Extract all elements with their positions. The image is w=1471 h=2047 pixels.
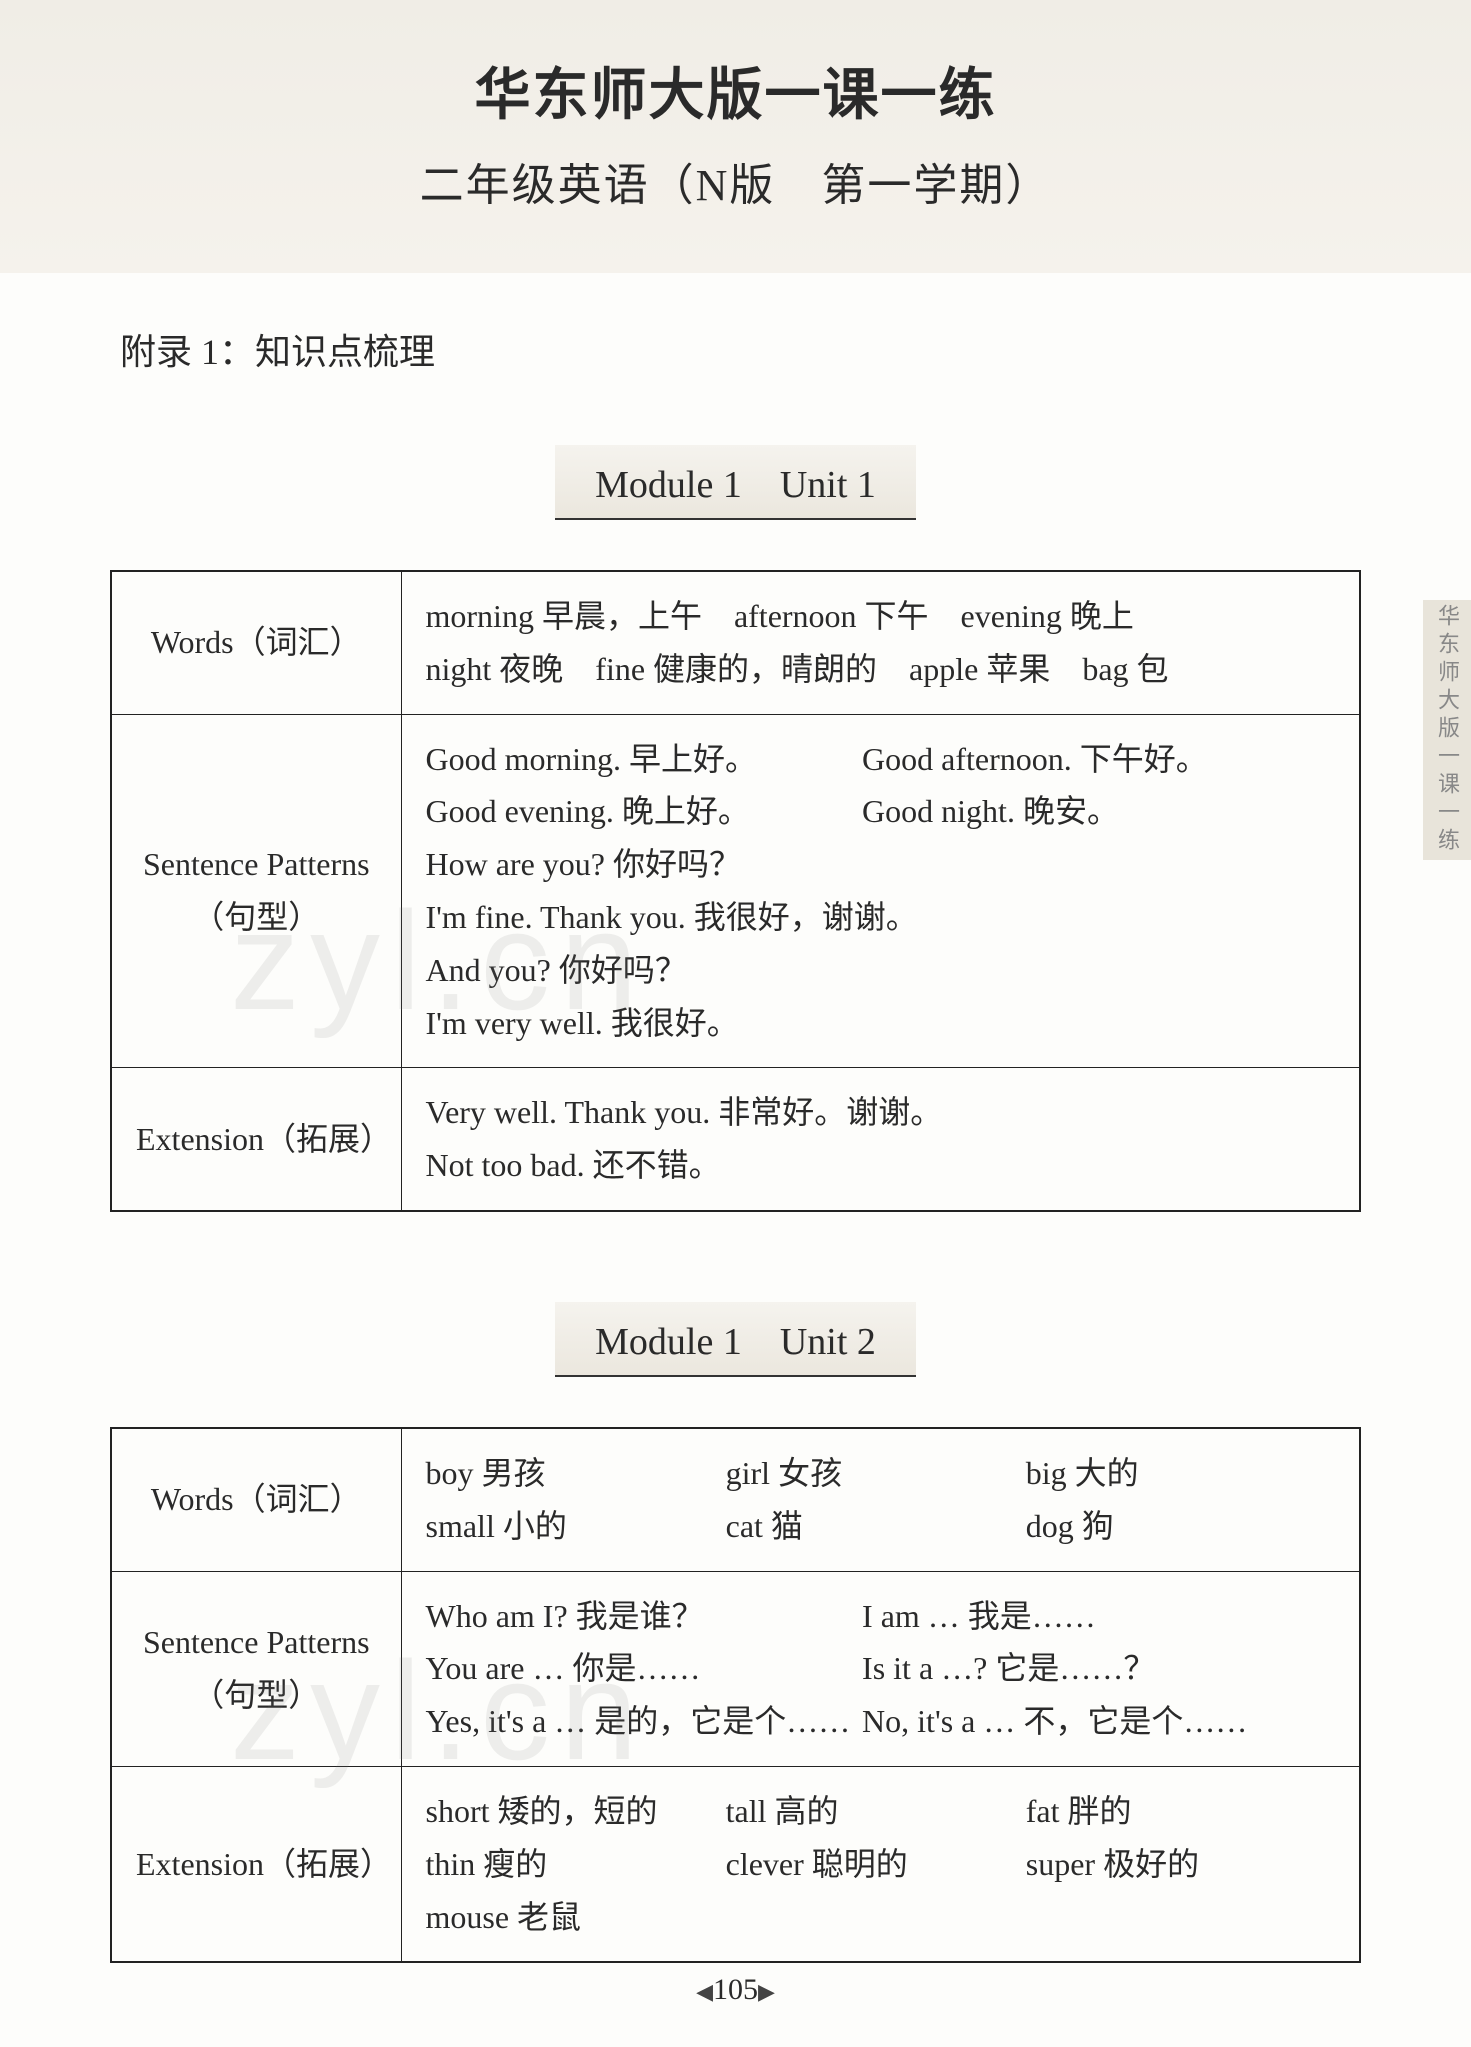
word-item: big 大的: [1026, 1447, 1326, 1500]
word-item: cat 猫: [726, 1500, 1026, 1553]
extension-header: Extension（拓展）: [111, 1766, 401, 1962]
table-row: Sentence Patterns （句型） Good morning. 早上好…: [111, 714, 1360, 1068]
table-row: Sentence Patterns （句型） Who am I? 我是谁？ I …: [111, 1571, 1360, 1766]
sentence-patterns-header: Sentence Patterns （句型）: [111, 714, 401, 1068]
module-1-unit-2-label: Module 1 Unit 2: [555, 1302, 916, 1377]
sentence-patterns-content: Good morning. 早上好。 Good afternoon. 下午好。 …: [401, 714, 1360, 1068]
ext-item: tall 高的: [726, 1785, 1026, 1838]
ext-item: short 矮的，短的: [426, 1785, 726, 1838]
extension-content: Very well. Thank you. 非常好。谢谢。 Not too ba…: [401, 1068, 1360, 1211]
ext-item: thin 瘦的: [426, 1838, 726, 1891]
table-row: Words（词汇） morning 早晨，上午 afternoon 下午 eve…: [111, 571, 1360, 714]
sub-title: 二年级英语（N版 第一学期）: [0, 149, 1471, 213]
header-band: 华东师大版一课一练 二年级英语（N版 第一学期）: [0, 0, 1471, 273]
page-footer: ◀105▶: [0, 1973, 1471, 2007]
sp-item: Who am I? 我是谁？: [426, 1590, 863, 1643]
word-item: dog 狗: [1026, 1500, 1326, 1553]
ext-row: short 矮的，短的 tall 高的 fat 胖的: [426, 1785, 1336, 1838]
module-1-unit-1-table: Words（词汇） morning 早晨，上午 afternoon 下午 eve…: [110, 570, 1361, 1212]
ext-item: fat 胖的: [1026, 1785, 1326, 1838]
words-line: morning 早晨，上午 afternoon 下午 evening 晚上: [426, 590, 1336, 643]
sp-item: Yes, it's a … 是的，它是个……: [426, 1695, 863, 1748]
words-header: Words（词汇）: [111, 571, 401, 714]
sp-header-line1: Sentence Patterns: [136, 1616, 377, 1669]
words-row: small 小的 cat 猫 dog 狗: [426, 1500, 1336, 1553]
triangle-left-icon: ◀: [696, 1979, 713, 2004]
sp-item: Good afternoon. 下午好。: [862, 733, 1299, 786]
words-header: Words（词汇）: [111, 1428, 401, 1571]
sp-item: Good night. 晚安。: [862, 785, 1299, 838]
sp-item: Is it a …? 它是……？: [862, 1642, 1299, 1695]
sentence-patterns-content: Who am I? 我是谁？ I am … 我是…… You are … 你是……: [401, 1571, 1360, 1766]
sp-header-line2: （句型）: [136, 1669, 377, 1722]
sp-item: No, it's a … 不，它是个……: [862, 1695, 1299, 1748]
module-label-wrap: Module 1 Unit 2: [110, 1302, 1361, 1377]
sp-item: I am … 我是……: [862, 1590, 1299, 1643]
module-1-unit-2-table: Words（词汇） boy 男孩 girl 女孩 big 大的 small 小的…: [110, 1427, 1361, 1963]
sp-row: Who am I? 我是谁？ I am … 我是……: [426, 1590, 1336, 1643]
sp-item: Good evening. 晚上好。: [426, 785, 863, 838]
ext-item: super 极好的: [1026, 1838, 1326, 1891]
ext-item: mouse 老鼠: [426, 1891, 726, 1944]
word-item: girl 女孩: [726, 1447, 1026, 1500]
word-item: small 小的: [426, 1500, 726, 1553]
words-row: boy 男孩 girl 女孩 big 大的: [426, 1447, 1336, 1500]
module-label-wrap: Module 1 Unit 1: [110, 445, 1361, 520]
table-row: Words（词汇） boy 男孩 girl 女孩 big 大的 small 小的…: [111, 1428, 1360, 1571]
side-tab: 华东师大版一课一练: [1423, 600, 1471, 860]
words-content: boy 男孩 girl 女孩 big 大的 small 小的 cat 猫 dog…: [401, 1428, 1360, 1571]
appendix-title: 附录 1：知识点梳理: [110, 323, 1361, 375]
extension-header: Extension（拓展）: [111, 1068, 401, 1211]
sp-row: You are … 你是…… Is it a …? 它是……？: [426, 1642, 1336, 1695]
sp-row: Good morning. 早上好。 Good afternoon. 下午好。: [426, 733, 1336, 786]
sp-header-line2: （句型）: [136, 891, 377, 944]
table-row: Extension（拓展） Very well. Thank you. 非常好。…: [111, 1068, 1360, 1211]
sp-row: Good evening. 晚上好。 Good night. 晚安。: [426, 785, 1336, 838]
ext-row: mouse 老鼠: [426, 1891, 1336, 1944]
triangle-right-icon: ▶: [758, 1979, 775, 2004]
page-number: 105: [713, 1973, 758, 2006]
content-area: 附录 1：知识点梳理 Module 1 Unit 1 Words（词汇） mor…: [0, 273, 1471, 1963]
sp-item: I'm very well. 我很好。: [426, 997, 1336, 1050]
sp-header-line1: Sentence Patterns: [136, 838, 377, 891]
sentence-patterns-header: Sentence Patterns （句型）: [111, 1571, 401, 1766]
module-1-unit-1-label: Module 1 Unit 1: [555, 445, 916, 520]
ext-line: Very well. Thank you. 非常好。谢谢。: [426, 1086, 1336, 1139]
sp-item: You are … 你是……: [426, 1642, 863, 1695]
words-line: night 夜晚 fine 健康的，晴朗的 apple 苹果 bag 包: [426, 643, 1336, 696]
sp-row: Yes, it's a … 是的，它是个…… No, it's a … 不，它是…: [426, 1695, 1336, 1748]
sp-item: And you? 你好吗？: [426, 944, 1336, 997]
word-item: boy 男孩: [426, 1447, 726, 1500]
table-row: Extension（拓展） short 矮的，短的 tall 高的 fat 胖的…: [111, 1766, 1360, 1962]
sp-item: How are you? 你好吗？: [426, 838, 1336, 891]
ext-row: thin 瘦的 clever 聪明的 super 极好的: [426, 1838, 1336, 1891]
ext-line: Not too bad. 还不错。: [426, 1139, 1336, 1192]
sp-item: Good morning. 早上好。: [426, 733, 863, 786]
main-title: 华东师大版一课一练: [0, 50, 1471, 131]
ext-item: clever 聪明的: [726, 1838, 1026, 1891]
extension-content: short 矮的，短的 tall 高的 fat 胖的 thin 瘦的 cleve…: [401, 1766, 1360, 1962]
words-content: morning 早晨，上午 afternoon 下午 evening 晚上 ni…: [401, 571, 1360, 714]
sp-item: I'm fine. Thank you. 我很好，谢谢。: [426, 891, 1336, 944]
